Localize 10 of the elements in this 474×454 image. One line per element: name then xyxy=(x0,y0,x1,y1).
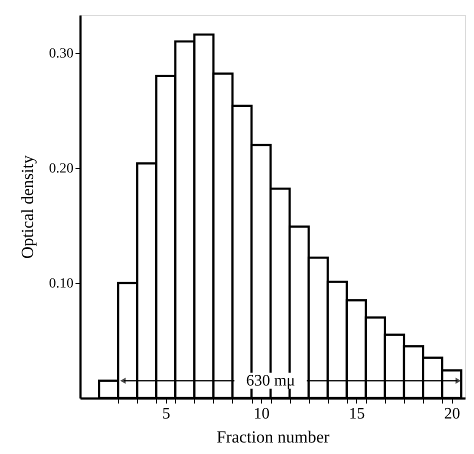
y-tick-label: 0.30 xyxy=(49,46,74,62)
x-tick-label: 10 xyxy=(254,406,270,422)
x-tick-label: 15 xyxy=(348,406,365,422)
y-tick-label: 0.20 xyxy=(49,161,74,176)
x-tick-label: 20 xyxy=(444,406,460,422)
annotation: 630 mμ xyxy=(246,372,296,390)
y-axis-title: Optical density xyxy=(18,154,37,259)
x-axis-title: Fraction number xyxy=(216,428,330,446)
y-tick-label: 0.10 xyxy=(49,276,74,292)
x-tick-label: 5 xyxy=(162,406,170,422)
